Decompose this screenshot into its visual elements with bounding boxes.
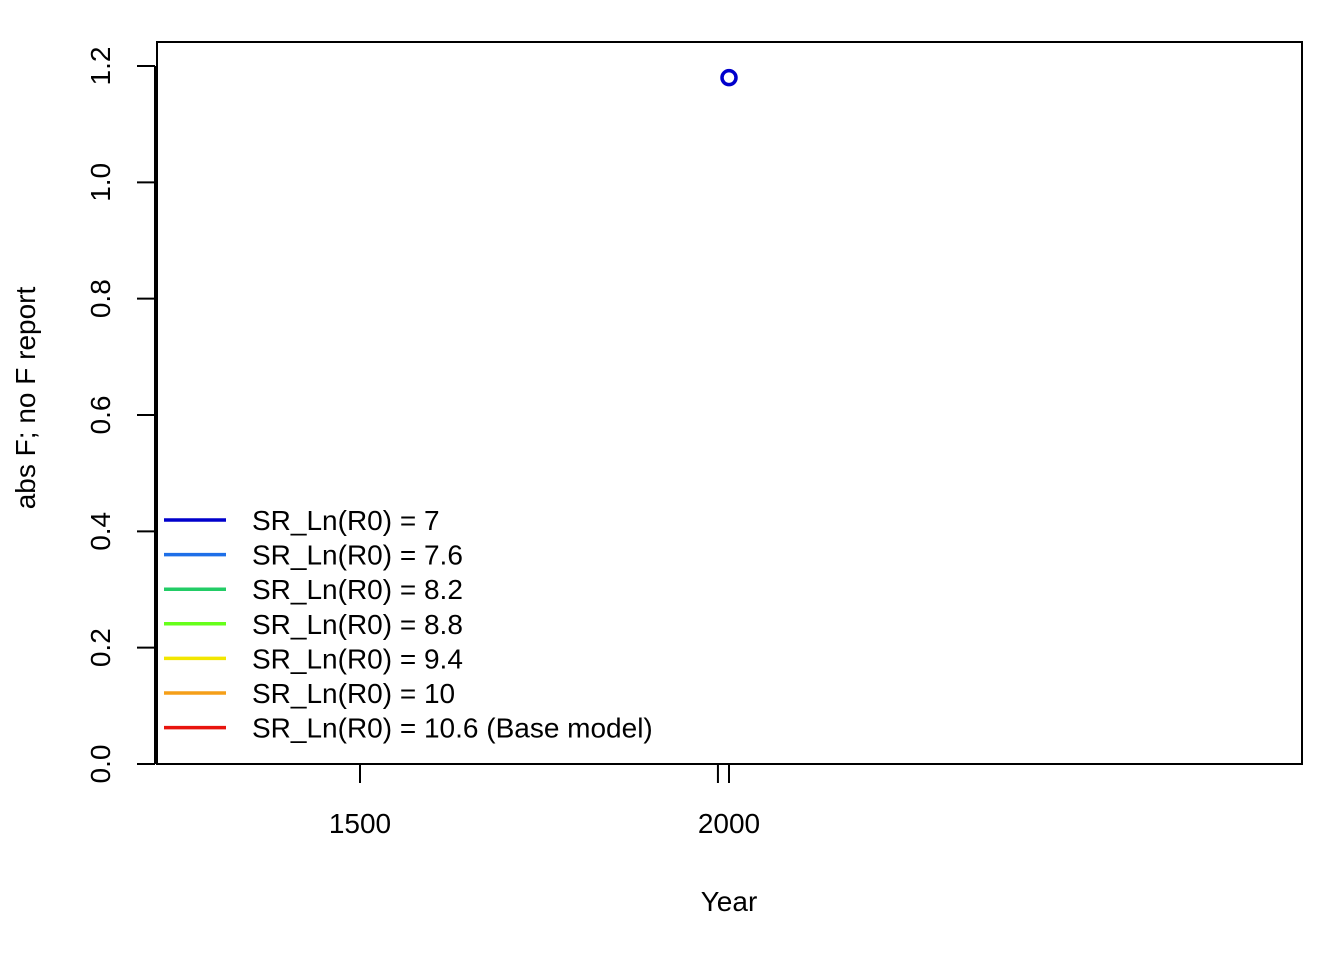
y-axis: 0.0 0.2 0.4 0.6 0.8 1.0 1.2	[85, 47, 156, 784]
y-tick-label: 0.6	[85, 396, 116, 435]
y-tick-label: 0.4	[85, 512, 116, 551]
x-axis: 1500 2000	[329, 764, 760, 839]
data-points	[720, 68, 738, 87]
data-point	[720, 68, 738, 87]
legend-label: SR_Ln(R0) = 8.8	[252, 609, 463, 640]
y-tick-label: 0.0	[85, 745, 116, 784]
legend-label: SR_Ln(R0) = 7	[252, 505, 440, 536]
x-tick-label: 2000	[698, 808, 760, 839]
y-axis-title: abs F; no F report	[10, 287, 41, 510]
y-tick-label: 0.2	[85, 628, 116, 667]
legend: SR_Ln(R0) = 7SR_Ln(R0) = 7.6SR_Ln(R0) = …	[164, 505, 653, 744]
x-axis-title: Year	[701, 886, 758, 917]
x-tick-label: 1500	[329, 808, 391, 839]
legend-label: SR_Ln(R0) = 9.4	[252, 643, 463, 674]
legend-label: SR_Ln(R0) = 8.2	[252, 574, 463, 605]
legend-label: SR_Ln(R0) = 10.6 (Base model)	[252, 713, 653, 744]
y-tick-label: 1.0	[85, 163, 116, 202]
legend-label: SR_Ln(R0) = 10	[252, 678, 455, 709]
y-tick-label: 1.2	[85, 47, 116, 86]
y-tick-label: 0.8	[85, 279, 116, 318]
legend-label: SR_Ln(R0) = 7.6	[252, 540, 463, 571]
